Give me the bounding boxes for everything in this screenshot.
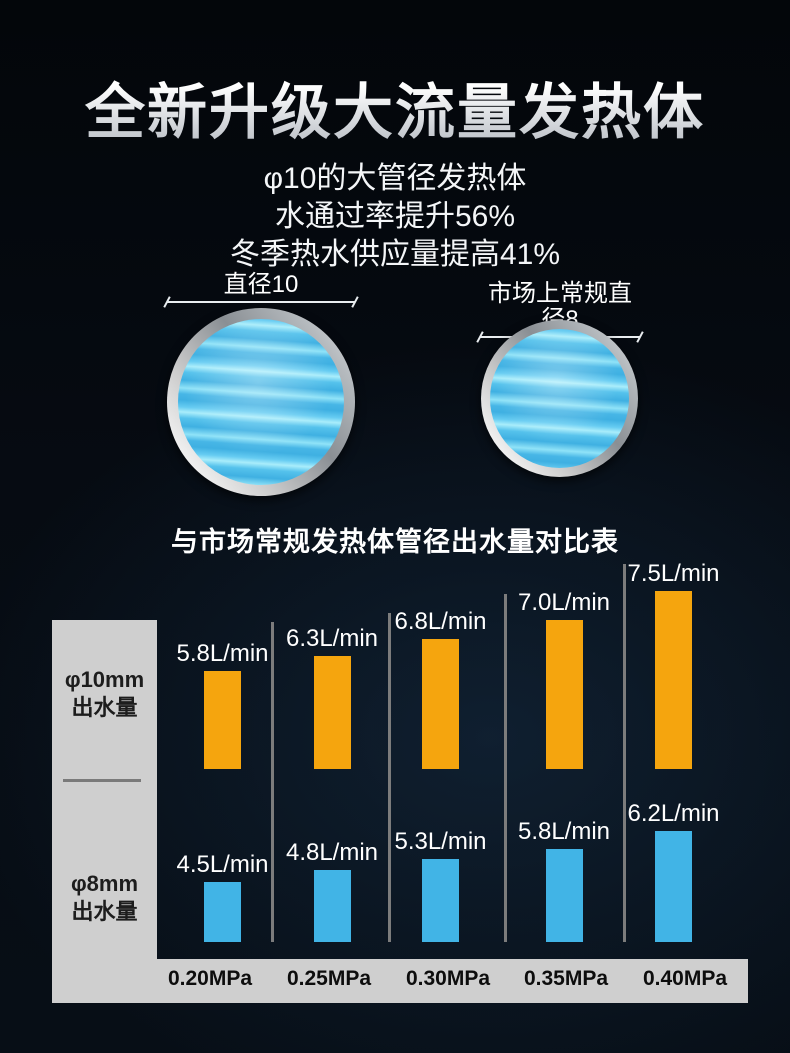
- bar-value-label-phi8-0.40MPa: 6.2L/min: [627, 800, 720, 827]
- x-axis-band: [52, 959, 748, 1003]
- legend-divider: [63, 779, 141, 782]
- bar-value-label-phi10-0.20MPa: 5.8L/min: [176, 640, 269, 667]
- x-axis-label-0.35MPa: 0.35MPa: [523, 967, 609, 990]
- bar-value-label-phi8-0.25MPa: 4.8L/min: [285, 839, 379, 866]
- bar-value-label-phi10-0.30MPa: 6.8L/min: [394, 608, 487, 635]
- subtitle-line-1: φ10的大管径发热体: [263, 162, 527, 195]
- chart-column-separator: [388, 613, 391, 942]
- x-axis-label-0.25MPa: 0.25MPa: [286, 967, 372, 990]
- bar-value-label-phi10-0.40MPa: 7.5L/min: [627, 560, 720, 587]
- chart-column-separator: [271, 622, 274, 942]
- legend-series-phi8-line1: φ8mm: [70, 871, 139, 896]
- dimension-tick-icon: [163, 296, 171, 308]
- x-axis-label-0.30MPa: 0.30MPa: [405, 967, 491, 990]
- subtitle-line-3: 冬季热水供应量提高41%: [229, 238, 561, 271]
- chart-legend-panel: φ10mm 出水量 φ8mm 出水量: [52, 620, 157, 1003]
- x-axis-label-0.20MPa: 0.20MPa: [167, 967, 253, 990]
- subtitle-line-2: 水通过率提升56%: [274, 200, 516, 233]
- dimension-label-diameter-10: 直径10: [163, 271, 359, 308]
- bar-value-label-phi8-0.35MPa: 5.8L/min: [517, 818, 611, 845]
- bar-phi8-0.35MPa: [545, 849, 583, 942]
- chart-title: 与市场常规发热体管径出水量对比表: [171, 527, 619, 557]
- legend-series-phi10: φ10mm 出水量: [52, 666, 157, 722]
- legend-series-phi10-line2: 出水量: [71, 695, 138, 720]
- legend-series-phi8: φ8mm 出水量: [52, 870, 157, 926]
- water-texture: [178, 319, 344, 485]
- dimension-text-right: 市场上常规直径8: [488, 280, 632, 333]
- bar-phi10-0.20MPa: [204, 671, 241, 769]
- bar-phi10-0.35MPa: [545, 620, 583, 769]
- bar-phi8-0.25MPa: [313, 870, 351, 942]
- subtitle-block: φ10的大管径发热体 水通过率提升56% 冬季热水供应量提高41%: [0, 160, 790, 274]
- dimension-tick-icon: [476, 331, 484, 343]
- pipe-cross-section-large: [167, 308, 355, 496]
- pipe-cross-section-small: [481, 320, 638, 477]
- bar-phi8-0.40MPa: [655, 831, 692, 942]
- x-axis-label-0.40MPa: 0.40MPa: [642, 967, 728, 990]
- legend-series-phi8-line2: 出水量: [71, 899, 138, 924]
- bar-value-label-phi8-0.30MPa: 5.3L/min: [394, 828, 487, 855]
- chart-column-separator: [623, 564, 626, 942]
- dimension-line-left: [163, 296, 359, 308]
- bar-phi8-0.30MPa: [422, 859, 459, 942]
- chart-column-separator: [504, 594, 507, 942]
- bar-phi10-0.40MPa: [655, 591, 692, 769]
- legend-series-phi10-line1: φ10mm: [64, 667, 145, 692]
- bar-phi10-0.25MPa: [313, 656, 351, 769]
- bar-phi8-0.20MPa: [204, 882, 241, 942]
- bar-phi10-0.30MPa: [422, 639, 459, 769]
- water-texture: [490, 329, 629, 468]
- bar-value-label-phi8-0.20MPa: 4.5L/min: [176, 851, 269, 878]
- bar-value-label-phi10-0.25MPa: 6.3L/min: [285, 625, 379, 652]
- page-title: 全新升级大流量发热体: [0, 64, 790, 151]
- dimension-text-left: 直径10: [223, 271, 299, 298]
- bar-value-label-phi10-0.35MPa: 7.0L/min: [517, 589, 611, 616]
